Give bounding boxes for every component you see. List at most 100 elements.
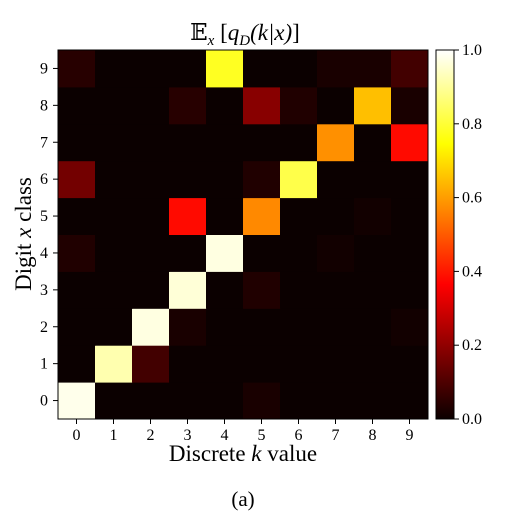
heatmap-cell-x5-k3	[169, 197, 207, 235]
heatmap-cell-x1-k3	[169, 345, 207, 383]
heatmap-cell-x2-k1	[95, 308, 133, 346]
colorbar-tick-label: 0.6	[462, 190, 482, 207]
y-tick-label: 2	[40, 319, 48, 336]
heatmap-cell-x7-k8	[354, 123, 392, 162]
title-bracket-close: ]	[292, 20, 300, 45]
heatmap-cells	[58, 50, 429, 420]
heatmap-cell-x0-k6	[280, 382, 318, 420]
y-axis-label: Digit x class	[11, 177, 36, 291]
heatmap-cell-x1-k1	[95, 345, 133, 383]
y-tick-label: 6	[40, 171, 48, 188]
y-tick-label: 7	[40, 134, 48, 151]
y-tick-label: 9	[40, 60, 48, 77]
heatmap-cell-x7-k3	[169, 123, 207, 162]
heatmap-cell-x8-k3	[169, 86, 207, 125]
heatmap-cell-x8-k9	[391, 86, 429, 125]
heatmap-cell-x9-k4	[206, 50, 244, 88]
heatmap-cell-x3-k3	[169, 271, 207, 309]
heatmap-cell-x5-k7	[317, 197, 355, 235]
title-args: (k|x)	[250, 20, 292, 45]
y-tick-label: 0	[40, 393, 48, 410]
heatmap-cell-x9-k1	[95, 50, 133, 88]
heatmap-cell-x6-k5	[243, 160, 281, 199]
y-tick-label: 1	[40, 356, 48, 373]
x-tick-label: 3	[184, 427, 192, 444]
heatmap-cell-x9-k9	[391, 50, 429, 88]
colorbar-ticks: 0.0 0.2 0.4 0.6 0.8 1.0	[454, 42, 482, 428]
heatmap-cell-x3-k5	[243, 271, 281, 309]
heatmap-cell-x8-k1	[95, 86, 133, 125]
heatmap-cell-x9-k6	[280, 50, 318, 88]
x-tick-label: 8	[369, 427, 377, 444]
heatmap-cell-x1-k6	[280, 345, 318, 383]
heatmap-cell-x4-k0	[58, 234, 96, 272]
heatmap-cell-x4-k9	[391, 234, 429, 272]
plot-frame	[57, 49, 429, 420]
heatmap-cell-x7-k0	[58, 123, 96, 162]
colorbar-tick-label: 1.0	[462, 42, 482, 59]
x-tick-label: 9	[406, 427, 414, 444]
x-tick-label: 5	[258, 427, 266, 444]
heatmap-cell-x4-k5	[243, 234, 281, 272]
heatmap-cell-x0-k7	[317, 382, 355, 420]
heatmap-cell-x5-k9	[391, 197, 429, 235]
heatmap-cell-x1-k4	[206, 345, 244, 383]
heatmap-cell-x8-k6	[280, 86, 318, 125]
heatmap-cell-x8-k0	[58, 86, 96, 125]
heatmap-cell-x1-k5	[243, 345, 281, 383]
heatmap-cell-x4-k1	[95, 234, 133, 272]
colorbar-tick-label: 0.8	[462, 116, 482, 133]
heatmap-cell-x4-k8	[354, 234, 392, 272]
heatmap-cell-x4-k3	[169, 234, 207, 272]
heatmap-cell-x1-k2	[132, 345, 170, 383]
colorbar	[435, 49, 455, 420]
heatmap-cell-x4-k6	[280, 234, 318, 272]
heatmap-cell-x4-k2	[132, 234, 170, 272]
heatmap-cell-x4-k7	[317, 234, 355, 272]
heatmap-cell-x0-k1	[95, 382, 133, 420]
heatmap-cell-x2-k2	[132, 308, 170, 346]
heatmap-cell-x8-k4	[206, 86, 244, 125]
title-expectation: 𝔼	[190, 20, 208, 45]
heatmap-cell-x0-k0	[58, 382, 96, 420]
heatmap-cell-x7-k9	[391, 123, 429, 162]
heatmap-cell-x2-k9	[391, 308, 429, 346]
heatmap-cell-x1-k7	[317, 345, 355, 383]
heatmap-cell-x6-k1	[95, 160, 133, 199]
heatmap-cell-x5-k8	[354, 197, 392, 235]
y-tick-label: 8	[40, 97, 48, 114]
heatmap-cell-x7-k7	[317, 123, 355, 162]
heatmap-cell-x6-k9	[391, 160, 429, 199]
heatmap-cell-x5-k4	[206, 197, 244, 235]
heatmap-cell-x1-k9	[391, 345, 429, 383]
x-tick-label: 2	[147, 427, 155, 444]
x-tick-label: 6	[295, 427, 303, 444]
heatmap-cell-x2-k4	[206, 308, 244, 346]
heatmap-cell-x3-k8	[354, 271, 392, 309]
heatmap-cell-x2-k7	[317, 308, 355, 346]
x-tick-label: 7	[332, 427, 340, 444]
heatmap-cell-x9-k7	[317, 50, 355, 88]
heatmap-cell-x3-k6	[280, 271, 318, 309]
heatmap-cell-x7-k6	[280, 123, 318, 162]
x-axis-ticks: 0 1 2 3 4 5 6 7 8 9	[73, 419, 414, 444]
heatmap-cell-x9-k8	[354, 50, 392, 88]
heatmap-cell-x7-k4	[206, 123, 244, 162]
x-tick-label: 4	[221, 427, 229, 444]
heatmap-cell-x6-k7	[317, 160, 355, 199]
heatmap-cell-x7-k2	[132, 123, 170, 162]
heatmap-cell-x5-k2	[132, 197, 170, 235]
heatmap-cell-x7-k1	[95, 123, 133, 162]
heatmap-cell-x5-k0	[58, 197, 96, 235]
title-sub-x: x	[207, 33, 215, 49]
heatmap-cell-x9-k2	[132, 50, 170, 88]
heatmap-cell-x5-k6	[280, 197, 318, 235]
heatmap-cell-x8-k7	[317, 86, 355, 125]
heatmap-cell-x3-k9	[391, 271, 429, 309]
heatmap-cell-x3-k1	[95, 271, 133, 309]
heatmap-cell-x3-k7	[317, 271, 355, 309]
heatmap-cell-x0-k5	[243, 382, 281, 420]
colorbar-tick-label: 0.0	[462, 411, 482, 428]
heatmap-cell-x0-k9	[391, 382, 429, 420]
